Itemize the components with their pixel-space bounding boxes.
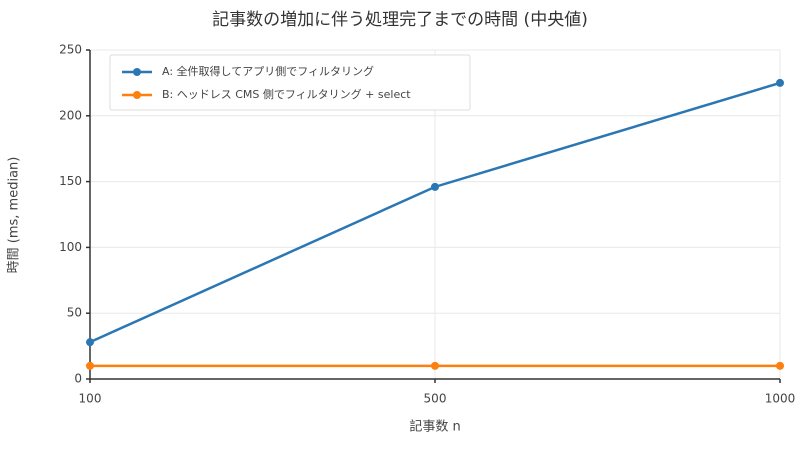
y-axis-title: 時間 (ms, median) bbox=[7, 157, 22, 274]
data-point bbox=[431, 182, 439, 191]
legend-label: A: 全件取得してアプリ側でフィルタリング bbox=[162, 64, 374, 78]
x-axis-title: 記事数 n bbox=[409, 419, 460, 435]
data-point bbox=[776, 361, 784, 370]
y-tick-label: 250 bbox=[59, 43, 82, 57]
chart-title: 記事数の増加に伴う処理完了までの時間 (中央値) bbox=[212, 10, 588, 30]
y-tick-label: 150 bbox=[59, 174, 82, 188]
legend-box bbox=[109, 54, 471, 111]
y-tick-label: 0 bbox=[74, 372, 82, 386]
y-tick-label: 200 bbox=[59, 108, 82, 122]
data-point bbox=[776, 78, 784, 87]
data-point bbox=[86, 361, 94, 370]
x-tick-label: 1000 bbox=[765, 392, 796, 406]
data-point bbox=[86, 338, 94, 347]
y-tick-label: 100 bbox=[59, 240, 82, 254]
legend-marker bbox=[133, 91, 141, 99]
x-tick-label: 100 bbox=[79, 392, 102, 406]
legend-label: B: ヘッドレス CMS 側でフィルタリング + select bbox=[162, 87, 411, 101]
x-tick-label: 500 bbox=[424, 392, 447, 406]
data-point bbox=[431, 361, 439, 370]
y-tick-label: 50 bbox=[67, 306, 82, 320]
legend-marker bbox=[133, 68, 141, 76]
legend: A: 全件取得してアプリ側でフィルタリング B: ヘッドレス CMS 側でフィルタ… bbox=[109, 54, 471, 111]
